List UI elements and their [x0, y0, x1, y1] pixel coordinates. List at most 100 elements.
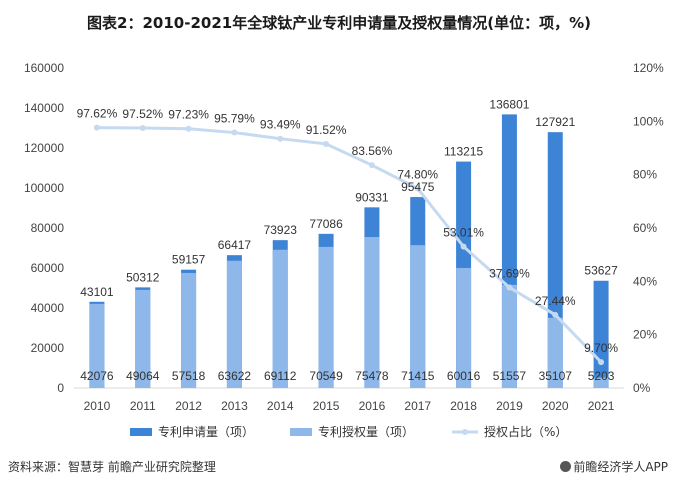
- ratio-line: [93, 124, 605, 366]
- grant-value-label: 51557: [493, 369, 527, 383]
- grant-bar: [364, 237, 380, 388]
- application-bar: [593, 280, 609, 388]
- grant-bar: [89, 303, 105, 388]
- left-tick-label: 100000: [24, 181, 64, 195]
- grant-value-label: 57518: [172, 369, 206, 383]
- grant-value-label: 35107: [539, 369, 573, 383]
- right-tick-label: 100%: [633, 114, 664, 128]
- ratio-value-label: 97.62%: [77, 107, 118, 121]
- ratio-point: [93, 124, 100, 131]
- chart-title: 图表2：2010-2021年全球钛产业专利申请量及授权量情况(单位：项，%): [87, 14, 591, 32]
- left-tick-label: 80000: [31, 221, 65, 235]
- grant-value-label: 63622: [218, 369, 252, 383]
- grant-value-label: 49064: [126, 369, 160, 383]
- grant-bar: [272, 249, 288, 388]
- left-tick-label: 160000: [24, 61, 64, 75]
- grant-bar: [593, 377, 609, 388]
- legend-label-1: 专利申请量（项）: [158, 424, 254, 439]
- application-value-label: 113215: [444, 145, 483, 159]
- x-tick-label: 2012: [175, 399, 202, 413]
- ratio-line-path: [96, 126, 603, 364]
- left-tick-label: 0: [57, 381, 64, 395]
- ratio-value-label: 53.01%: [443, 226, 484, 240]
- brand-logo-icon: [560, 461, 572, 472]
- right-tick-label: 0%: [633, 381, 651, 395]
- ratio-point: [139, 124, 146, 131]
- data-labels: 43101 50312 59157 66417 73923 77086 90331 95475…: [77, 97, 619, 383]
- ratio-value-label: 97.23%: [168, 108, 209, 122]
- application-value-label: 90331: [355, 190, 389, 204]
- ratio-point: [185, 125, 192, 132]
- application-value-label: 53627: [584, 264, 618, 278]
- left-axis-ticks: 0 20000 40000 60000 80000 100000 120000 140000 1…: [24, 61, 64, 395]
- right-tick-label: 80%: [633, 168, 657, 182]
- grant-bar: [456, 267, 472, 388]
- ratio-point: [460, 243, 467, 250]
- x-tick-label: 2011: [130, 399, 156, 413]
- ratio-value-label: 27.44%: [535, 294, 576, 308]
- grant-value-label: 71415: [401, 369, 435, 383]
- ratio-value-label: 37.69%: [489, 266, 530, 280]
- ratio-point: [277, 135, 284, 142]
- right-tick-label: 60%: [633, 221, 657, 235]
- application-value-label: 59157: [172, 253, 206, 267]
- ratio-point: [231, 129, 238, 136]
- application-value-label: 73923: [264, 223, 298, 237]
- application-value-label: 77086: [309, 217, 343, 231]
- grant-value-label: 69112: [264, 369, 297, 383]
- x-tick-label: 2021: [588, 399, 615, 413]
- ratio-value-label: 93.49%: [260, 118, 301, 132]
- legend-marker-3: [462, 429, 468, 435]
- grant-value-label: 60016: [447, 369, 481, 383]
- x-axis-ticks: 2010 2011 2012 2013 2014 2015 2016 2017 2018 2019…: [84, 399, 615, 413]
- x-tick-label: 2017: [404, 399, 431, 413]
- x-tick-label: 2019: [496, 399, 523, 413]
- x-tick-label: 2013: [221, 399, 248, 413]
- x-tick-label: 2010: [84, 399, 111, 413]
- application-value-label: 50312: [126, 270, 160, 284]
- grant-value-label: 70549: [309, 369, 343, 383]
- right-axis-ticks: 0% 20% 40% 60% 80% 100% 120%: [633, 61, 664, 395]
- right-tick-label: 120%: [633, 61, 664, 75]
- ratio-value-label: 91.52%: [306, 123, 347, 137]
- grant-value-label: 75478: [355, 369, 389, 383]
- legend-swatch-2: [290, 428, 312, 436]
- grant-bar: [547, 317, 563, 388]
- ratio-value-label: 95.79%: [214, 112, 255, 126]
- left-tick-label: 20000: [31, 341, 65, 355]
- x-tick-label: 2015: [313, 399, 340, 413]
- grant-value-label: 5203: [588, 369, 615, 383]
- ratio-point: [323, 140, 330, 147]
- grant-bar: [318, 246, 334, 388]
- ratio-point: [506, 284, 513, 291]
- grant-bar: [410, 245, 426, 388]
- grant-bar: [135, 289, 151, 388]
- ratio-point: [598, 359, 605, 366]
- legend-swatch-1: [130, 428, 152, 436]
- x-tick-label: 2016: [359, 399, 386, 413]
- application-value-label: 66417: [218, 238, 252, 252]
- right-tick-label: 40%: [633, 274, 657, 288]
- left-tick-label: 120000: [24, 141, 64, 155]
- legend-label-2: 专利授权量（项）: [318, 424, 414, 439]
- ratio-point: [414, 185, 421, 192]
- ratio-point: [368, 162, 375, 169]
- ratio-value-label: 83.56%: [352, 144, 393, 158]
- application-value-label: 127921: [535, 115, 575, 129]
- right-tick-label: 20%: [633, 328, 657, 342]
- application-value-label: 43101: [80, 285, 114, 299]
- x-tick-label: 2020: [542, 399, 569, 413]
- x-tick-label: 2018: [450, 399, 477, 413]
- grant-value-label: 42076: [80, 369, 114, 383]
- x-tick-label: 2014: [267, 399, 294, 413]
- source-note: 资料来源：智慧芽 前瞻产业研究院整理: [8, 460, 216, 474]
- brand-text: 前瞻经济学人APP: [573, 460, 668, 474]
- left-tick-label: 140000: [24, 101, 64, 115]
- application-value-label: 136801: [489, 97, 529, 111]
- application-value-label: 95475: [401, 180, 435, 194]
- ratio-value-label: 9.70%: [584, 341, 618, 355]
- ratio-point: [552, 311, 559, 318]
- ratio-value-label: 74.80%: [397, 168, 438, 182]
- brand-credit: 前瞻经济学人APP: [560, 458, 668, 475]
